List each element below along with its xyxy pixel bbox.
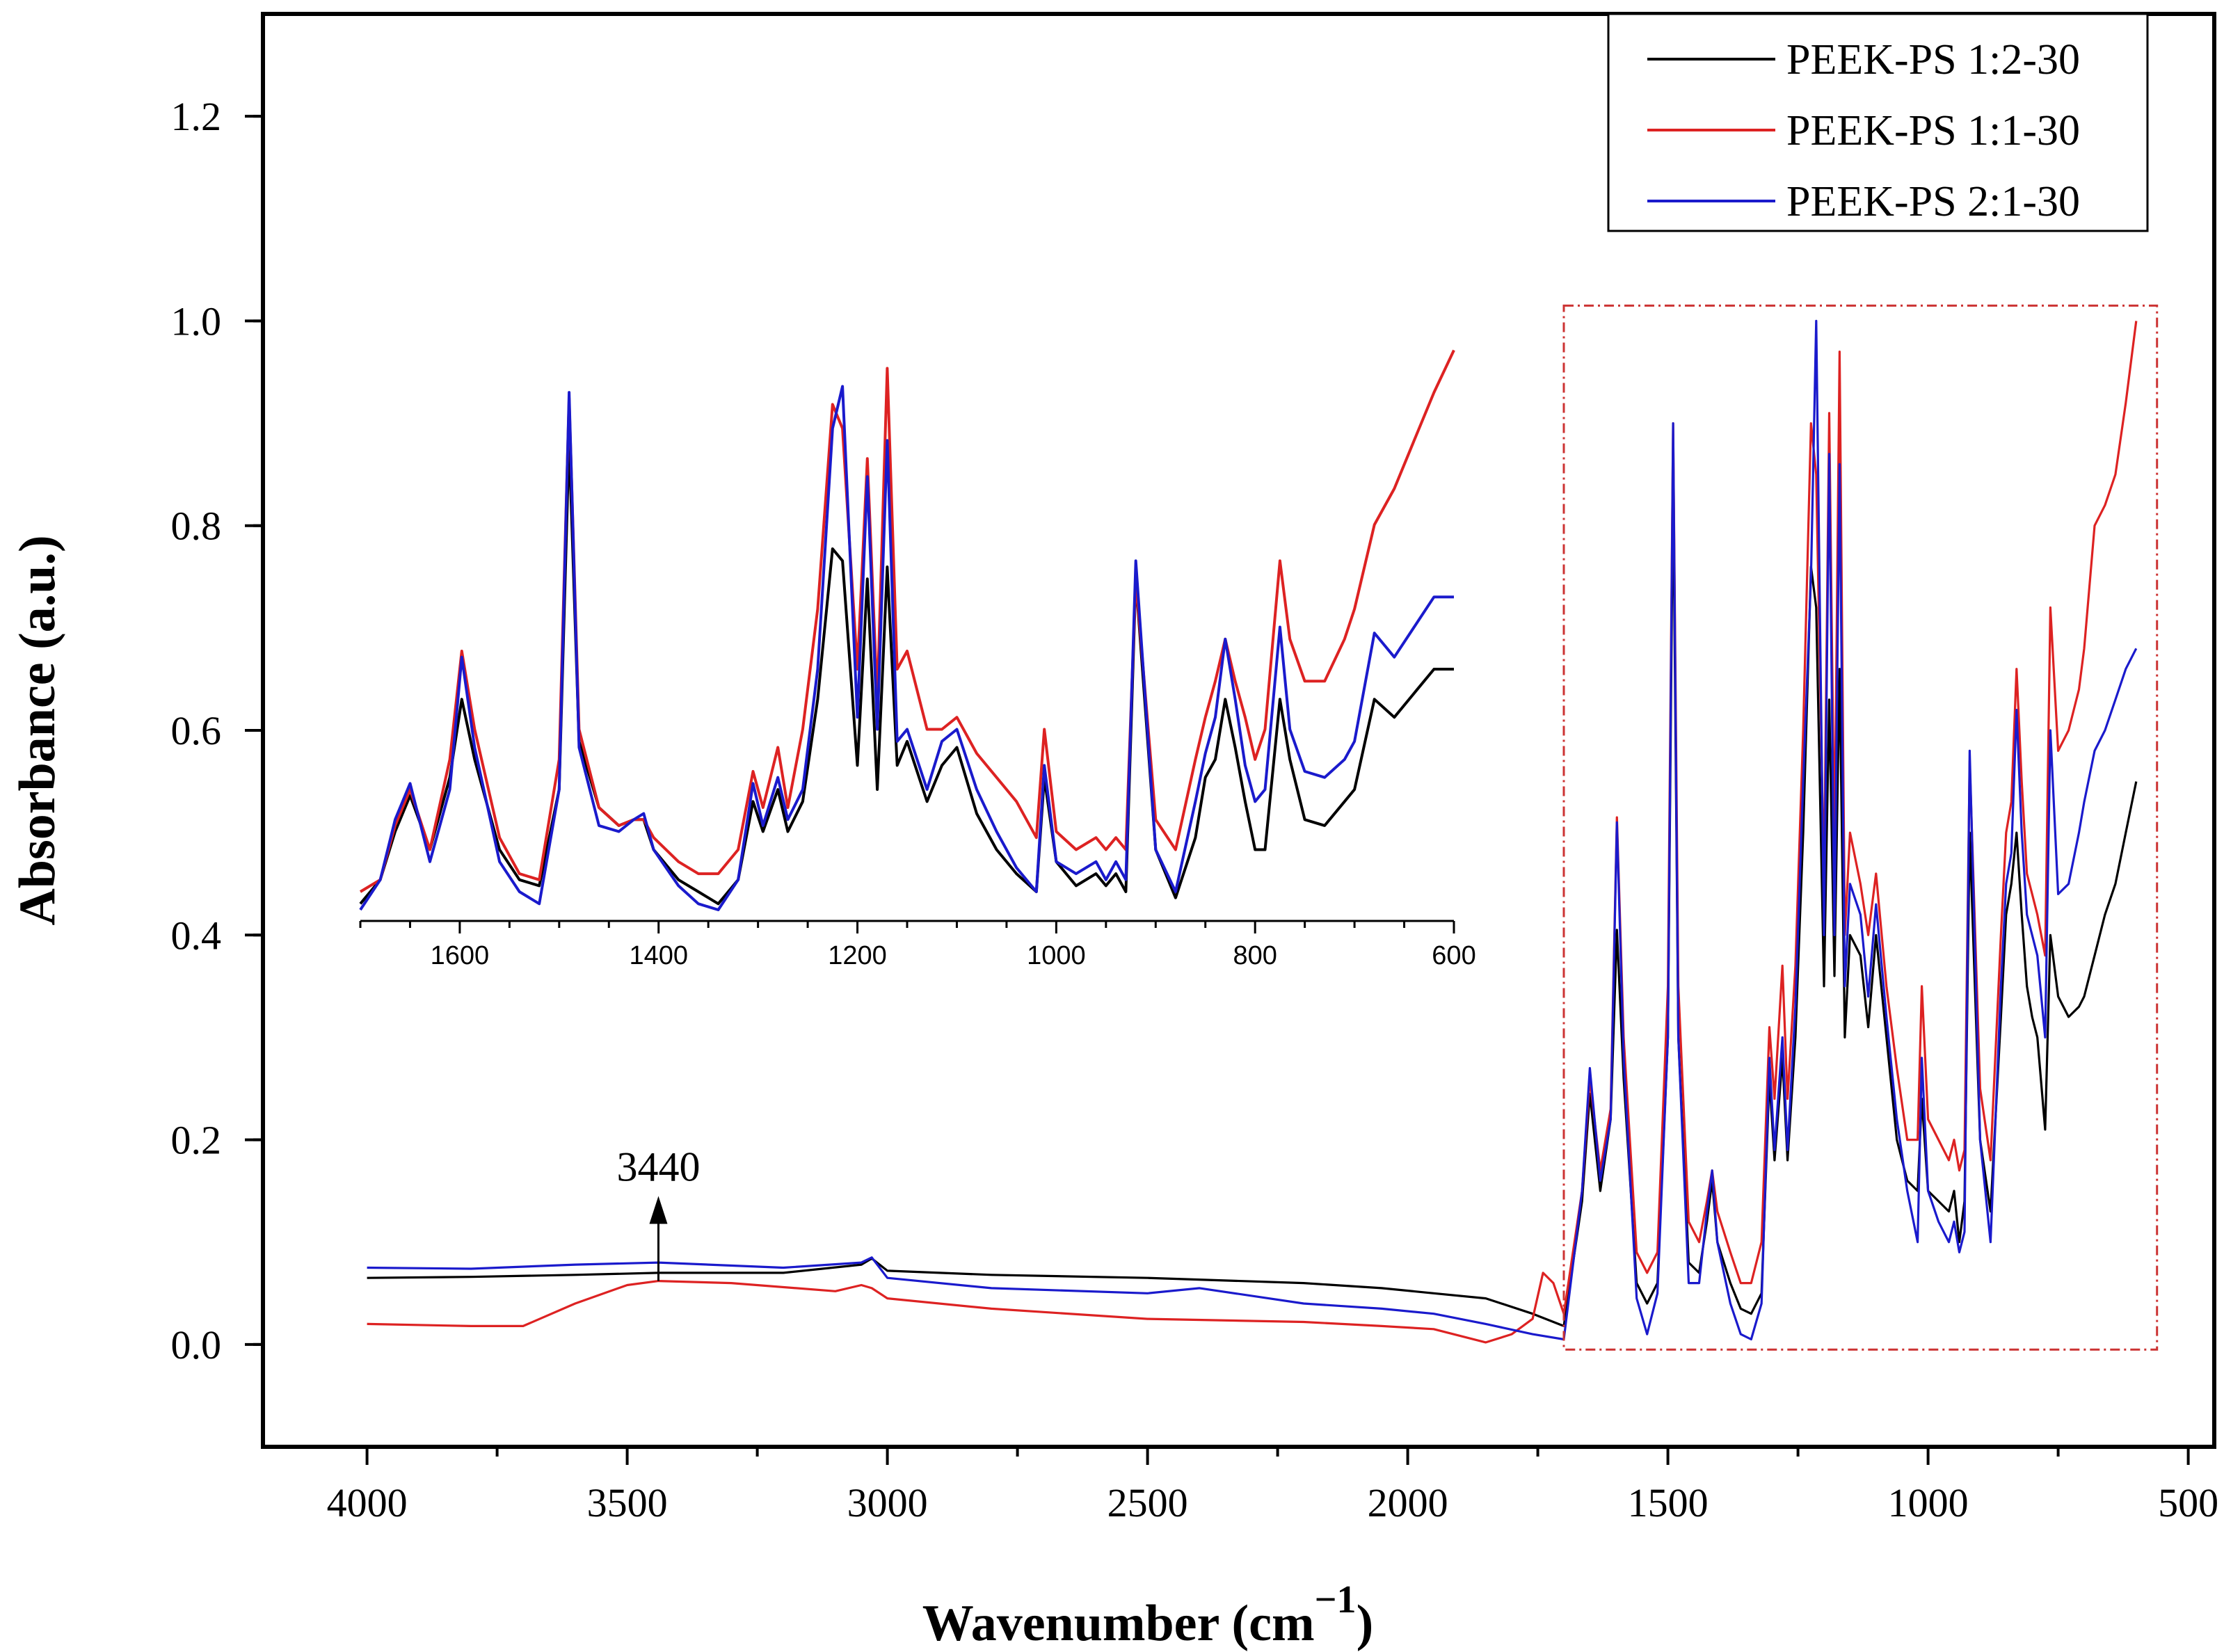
x-axis-title-close: ): [1357, 1595, 1374, 1652]
series-line: [367, 321, 2138, 1344]
x-tick-label: 1000: [1888, 1480, 1969, 1525]
x-tick-label: 1500: [1628, 1480, 1709, 1525]
inset-x-tick-label: 1400: [629, 941, 688, 970]
x-tick-label: 2500: [1107, 1480, 1188, 1525]
highlight-region-box: [1562, 304, 2159, 1351]
y-tick-label: 0.2: [171, 1118, 222, 1163]
plot-frame: [261, 12, 2216, 1449]
y-axis-title: Absorbance (a.u.): [9, 535, 66, 925]
legend-box: [1607, 13, 2149, 232]
legend-label: PEEK-PS 1:1-30: [1786, 107, 2080, 154]
x-tick-label: 3500: [587, 1480, 668, 1525]
annotation-3440: 3440: [616, 1144, 700, 1281]
inset-x-tick-label: 1200: [828, 941, 887, 970]
inset-x-tick-label: 1000: [1027, 941, 1086, 970]
annotation-label: 3440: [616, 1144, 700, 1190]
main-series-group: [367, 319, 2138, 1344]
x-tick-label: 500: [2158, 1480, 2218, 1525]
x-tick-label: 3000: [847, 1480, 928, 1525]
inset-chart: 1600 1400 1200 1000 800 600: [359, 349, 1476, 970]
y-tick-label: 1.2: [171, 94, 222, 139]
inset-x-tick-label: 1600: [431, 941, 490, 970]
x-tick-label: 4000: [327, 1480, 408, 1525]
x-axis-title-main: Wavenumber (cm: [922, 1595, 1315, 1652]
y-tick-label: 0.0: [171, 1322, 222, 1368]
series-line: [367, 319, 2138, 1341]
x-axis-title: Wavenumber (cm−1): [922, 1578, 1373, 1652]
legend-label: PEEK-PS 2:1-30: [1786, 178, 2080, 225]
inset-series-line: [359, 349, 1455, 893]
y-tick-label: 0.6: [171, 708, 222, 753]
x-axis-title-exponent: −1: [1315, 1578, 1357, 1621]
series-line: [367, 473, 2138, 1328]
y-tick-label: 1.0: [171, 298, 222, 344]
y-tick-label: 0.8: [171, 504, 222, 549]
legend-label: PEEK-PS 1:2-30: [1786, 36, 2080, 83]
annotation-arrow-head: [649, 1196, 668, 1224]
main-axis-ticks: 4000 3500 3000 2500 2000 1500 1000 500 0.0 0.2 0.4…: [171, 94, 2219, 1525]
x-tick-label: 2000: [1368, 1480, 1448, 1525]
y-tick-label: 0.4: [171, 913, 222, 958]
inset-series-line: [359, 439, 1454, 906]
inset-series-line: [359, 385, 1454, 911]
inset-x-tick-label: 600: [1432, 941, 1475, 970]
inset-x-tick-label: 800: [1233, 941, 1277, 970]
legend: PEEK-PS 1:2-30 PEEK-PS 1:1-30 PEEK-PS 2:1-…: [1607, 13, 2149, 232]
